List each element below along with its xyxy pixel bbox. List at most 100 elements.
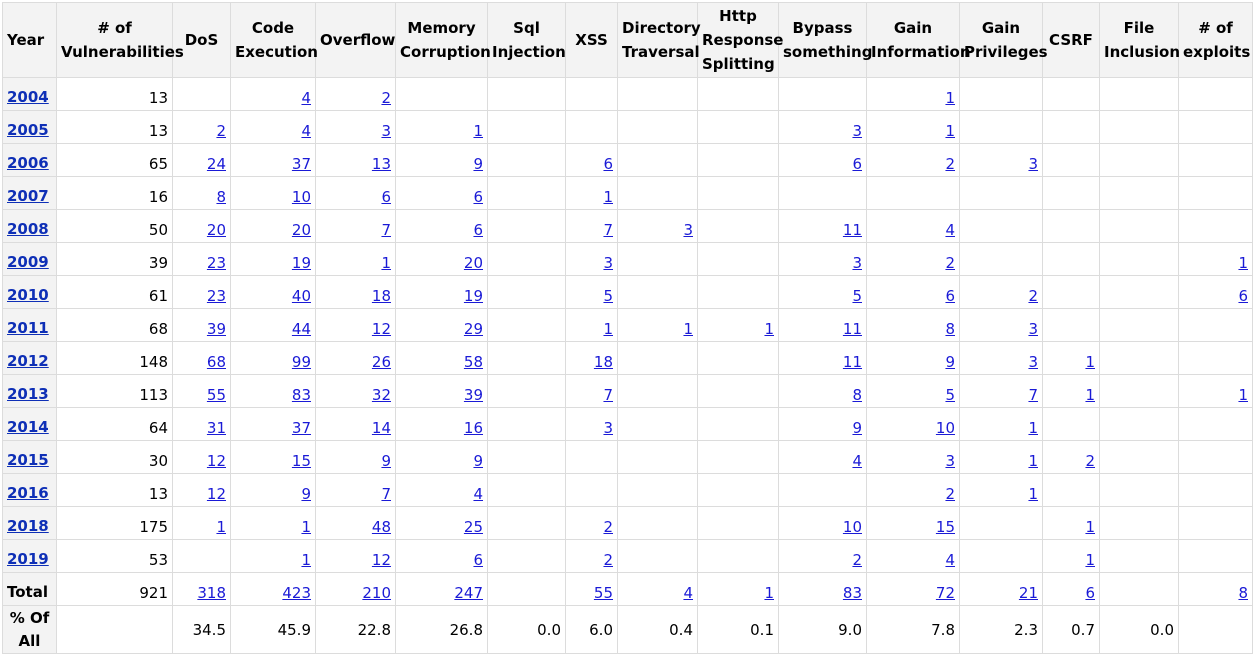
year-link[interactable]: 2014 bbox=[7, 418, 49, 436]
year-link[interactable]: 2012 bbox=[7, 352, 49, 370]
count-link[interactable]: 7 bbox=[381, 485, 391, 503]
count-link[interactable]: 5 bbox=[603, 287, 613, 305]
count-link[interactable]: 3 bbox=[1028, 320, 1038, 338]
count-link[interactable]: 20 bbox=[291, 221, 311, 239]
count-link[interactable]: 7 bbox=[381, 221, 391, 239]
count-link[interactable]: 11 bbox=[842, 320, 862, 338]
count-link[interactable]: 12 bbox=[371, 551, 391, 569]
count-link[interactable]: 318 bbox=[197, 584, 226, 602]
count-link[interactable]: 9 bbox=[381, 452, 391, 470]
count-link[interactable]: 2 bbox=[216, 122, 226, 140]
count-link[interactable]: 9 bbox=[473, 452, 483, 470]
count-link[interactable]: 3 bbox=[852, 122, 862, 140]
year-link[interactable]: 2008 bbox=[7, 220, 49, 238]
count-link[interactable]: 2 bbox=[945, 155, 955, 173]
count-link[interactable]: 83 bbox=[291, 386, 311, 404]
count-link[interactable]: 4 bbox=[683, 584, 693, 602]
count-link[interactable]: 15 bbox=[291, 452, 311, 470]
count-link[interactable]: 1 bbox=[1085, 386, 1095, 404]
count-link[interactable]: 4 bbox=[473, 485, 483, 503]
count-link[interactable]: 31 bbox=[206, 419, 226, 437]
count-link[interactable]: 2 bbox=[1085, 452, 1095, 470]
count-link[interactable]: 1 bbox=[945, 89, 955, 107]
count-link[interactable]: 210 bbox=[362, 584, 391, 602]
year-link[interactable]: 2018 bbox=[7, 517, 49, 535]
count-link[interactable]: 1 bbox=[1085, 518, 1095, 536]
count-link[interactable]: 72 bbox=[935, 584, 955, 602]
count-link[interactable]: 6 bbox=[473, 551, 483, 569]
count-link[interactable]: 1 bbox=[1238, 254, 1248, 272]
count-link[interactable]: 37 bbox=[291, 419, 311, 437]
count-link[interactable]: 423 bbox=[282, 584, 311, 602]
count-link[interactable]: 1 bbox=[1028, 419, 1038, 437]
year-link[interactable]: 2010 bbox=[7, 286, 49, 304]
count-link[interactable]: 1 bbox=[381, 254, 391, 272]
count-link[interactable]: 13 bbox=[371, 155, 391, 173]
count-link[interactable]: 6 bbox=[1238, 287, 1248, 305]
count-link[interactable]: 3 bbox=[603, 419, 613, 437]
count-link[interactable]: 6 bbox=[603, 155, 613, 173]
count-link[interactable]: 10 bbox=[291, 188, 311, 206]
count-link[interactable]: 29 bbox=[463, 320, 483, 338]
count-link[interactable]: 32 bbox=[371, 386, 391, 404]
count-link[interactable]: 5 bbox=[945, 386, 955, 404]
count-link[interactable]: 8 bbox=[216, 188, 226, 206]
year-link[interactable]: 2019 bbox=[7, 550, 49, 568]
count-link[interactable]: 99 bbox=[291, 353, 311, 371]
count-link[interactable]: 23 bbox=[206, 254, 226, 272]
count-link[interactable]: 16 bbox=[463, 419, 483, 437]
count-link[interactable]: 20 bbox=[206, 221, 226, 239]
count-link[interactable]: 12 bbox=[206, 452, 226, 470]
count-link[interactable]: 3 bbox=[1028, 353, 1038, 371]
count-link[interactable]: 25 bbox=[463, 518, 483, 536]
count-link[interactable]: 3 bbox=[683, 221, 693, 239]
count-link[interactable]: 2 bbox=[1028, 287, 1038, 305]
count-link[interactable]: 8 bbox=[852, 386, 862, 404]
count-link[interactable]: 2 bbox=[945, 485, 955, 503]
year-link[interactable]: 2006 bbox=[7, 154, 49, 172]
count-link[interactable]: 2 bbox=[852, 551, 862, 569]
count-link[interactable]: 1 bbox=[1028, 452, 1038, 470]
count-link[interactable]: 39 bbox=[206, 320, 226, 338]
count-link[interactable]: 2 bbox=[603, 551, 613, 569]
count-link[interactable]: 6 bbox=[473, 188, 483, 206]
count-link[interactable]: 1 bbox=[301, 518, 311, 536]
count-link[interactable]: 1 bbox=[603, 188, 613, 206]
year-link[interactable]: 2016 bbox=[7, 484, 49, 502]
count-link[interactable]: 44 bbox=[291, 320, 311, 338]
count-link[interactable]: 21 bbox=[1018, 584, 1038, 602]
count-link[interactable]: 3 bbox=[1028, 155, 1038, 173]
count-link[interactable]: 3 bbox=[603, 254, 613, 272]
count-link[interactable]: 8 bbox=[945, 320, 955, 338]
count-link[interactable]: 9 bbox=[852, 419, 862, 437]
year-link[interactable]: 2011 bbox=[7, 319, 49, 337]
count-link[interactable]: 11 bbox=[842, 353, 862, 371]
count-link[interactable]: 9 bbox=[945, 353, 955, 371]
year-link[interactable]: 2015 bbox=[7, 451, 49, 469]
count-link[interactable]: 7 bbox=[1028, 386, 1038, 404]
count-link[interactable]: 1 bbox=[1085, 353, 1095, 371]
count-link[interactable]: 20 bbox=[463, 254, 483, 272]
count-link[interactable]: 3 bbox=[381, 122, 391, 140]
year-link[interactable]: 2004 bbox=[7, 88, 49, 106]
count-link[interactable]: 10 bbox=[935, 419, 955, 437]
count-link[interactable]: 15 bbox=[935, 518, 955, 536]
count-link[interactable]: 7 bbox=[603, 221, 613, 239]
count-link[interactable]: 1 bbox=[1028, 485, 1038, 503]
count-link[interactable]: 1 bbox=[764, 584, 774, 602]
count-link[interactable]: 1 bbox=[301, 551, 311, 569]
count-link[interactable]: 19 bbox=[291, 254, 311, 272]
count-link[interactable]: 1 bbox=[603, 320, 613, 338]
count-link[interactable]: 23 bbox=[206, 287, 226, 305]
count-link[interactable]: 12 bbox=[206, 485, 226, 503]
count-link[interactable]: 48 bbox=[371, 518, 391, 536]
count-link[interactable]: 19 bbox=[463, 287, 483, 305]
count-link[interactable]: 1 bbox=[945, 122, 955, 140]
year-link[interactable]: 2009 bbox=[7, 253, 49, 271]
year-link[interactable]: 2007 bbox=[7, 187, 49, 205]
count-link[interactable]: 18 bbox=[593, 353, 613, 371]
count-link[interactable]: 24 bbox=[206, 155, 226, 173]
count-link[interactable]: 68 bbox=[206, 353, 226, 371]
count-link[interactable]: 1 bbox=[1085, 551, 1095, 569]
count-link[interactable]: 11 bbox=[842, 221, 862, 239]
